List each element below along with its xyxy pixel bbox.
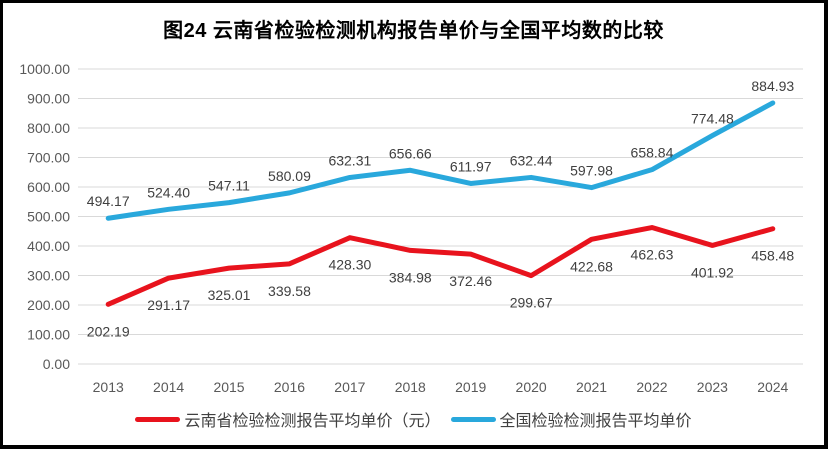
data-label: 547.11 [208, 178, 250, 194]
x-axis-tick-label: 2020 [516, 379, 547, 395]
x-axis-tick-label: 2018 [395, 379, 426, 395]
chart-canvas: 0.00 100.00 200.00 300.00 400.00 500.00 600.00… [19, 61, 803, 395]
data-label: 611.97 [450, 158, 492, 174]
data-label: 372.46 [449, 273, 492, 289]
x-axis-tick-label: 2015 [213, 379, 244, 395]
data-label: 428.30 [328, 257, 371, 273]
x-axis-tick-label: 2019 [455, 379, 486, 395]
series-line [105, 225, 776, 307]
data-label: 632.31 [328, 152, 371, 168]
y-axis-tick-label: 1000.00 [19, 61, 70, 77]
data-label: 458.48 [751, 248, 794, 264]
data-label: 774.48 [691, 111, 734, 127]
x-axis-tick-label: 2013 [93, 379, 124, 395]
data-label: 658.84 [631, 145, 674, 161]
y-axis-tick-label: 700.00 [27, 150, 70, 166]
data-label: 632.44 [510, 152, 553, 168]
x-axis-tick-label: 2016 [274, 379, 305, 395]
y-axis-tick-label: 500.00 [27, 209, 70, 225]
legend-line-swatch-national [450, 416, 496, 422]
y-axis-tick-label: 100.00 [27, 327, 70, 343]
chart-title: 图24 云南省检验检测机构报告单价与全国平均数的比较 [163, 20, 664, 42]
y-axis-tick-label: 300.00 [27, 268, 70, 284]
y-axis-tick-label: 900.00 [27, 91, 70, 107]
data-label: 580.09 [268, 168, 311, 184]
data-label: 299.67 [510, 295, 553, 311]
legend-label-national: 全国检验检测报告平均单价 [499, 413, 692, 430]
x-axis-tick-label: 2021 [576, 379, 607, 395]
data-label: 524.40 [147, 184, 190, 200]
data-label: 462.63 [631, 247, 674, 263]
chart-legend: 云南省检验检测报告平均单价（元） 全国检验检测报告平均单价 [3, 407, 824, 431]
y-axis-tick-label: 400.00 [27, 238, 70, 254]
data-label: 884.93 [751, 78, 794, 94]
data-label: 401.92 [691, 264, 734, 280]
x-axis-tick-label: 2022 [636, 379, 667, 395]
x-axis-tick-label: 2017 [334, 379, 365, 395]
y-axis-tick-label: 0.00 [43, 356, 70, 372]
x-axis-tick-label: 2014 [153, 379, 184, 395]
legend-item-national: 全国检验检测报告平均单价 [450, 407, 692, 431]
x-axis-tick-label: 2024 [757, 379, 788, 395]
data-label: 291.17 [147, 297, 190, 313]
legend-item-yunnan: 云南省检验检测报告平均单价（元） [135, 407, 441, 431]
data-label: 202.19 [87, 323, 130, 339]
y-axis-tick-label: 200.00 [27, 297, 70, 313]
data-label: 656.66 [389, 145, 432, 161]
legend-label-yunnan: 云南省检验检测报告平均单价（元） [184, 413, 441, 430]
data-label: 325.01 [208, 287, 251, 303]
y-axis-tick-label: 600.00 [27, 179, 70, 195]
x-axis-tick-label: 2023 [697, 379, 728, 395]
data-label: 422.68 [570, 258, 613, 274]
data-label: 597.98 [570, 163, 613, 179]
data-label: 384.98 [389, 269, 432, 285]
y-axis-tick-label: 800.00 [27, 120, 70, 136]
legend-line-swatch-yunnan [135, 416, 181, 422]
data-label: 494.17 [87, 193, 130, 209]
series-line [105, 100, 776, 221]
data-label: 339.58 [268, 283, 311, 299]
